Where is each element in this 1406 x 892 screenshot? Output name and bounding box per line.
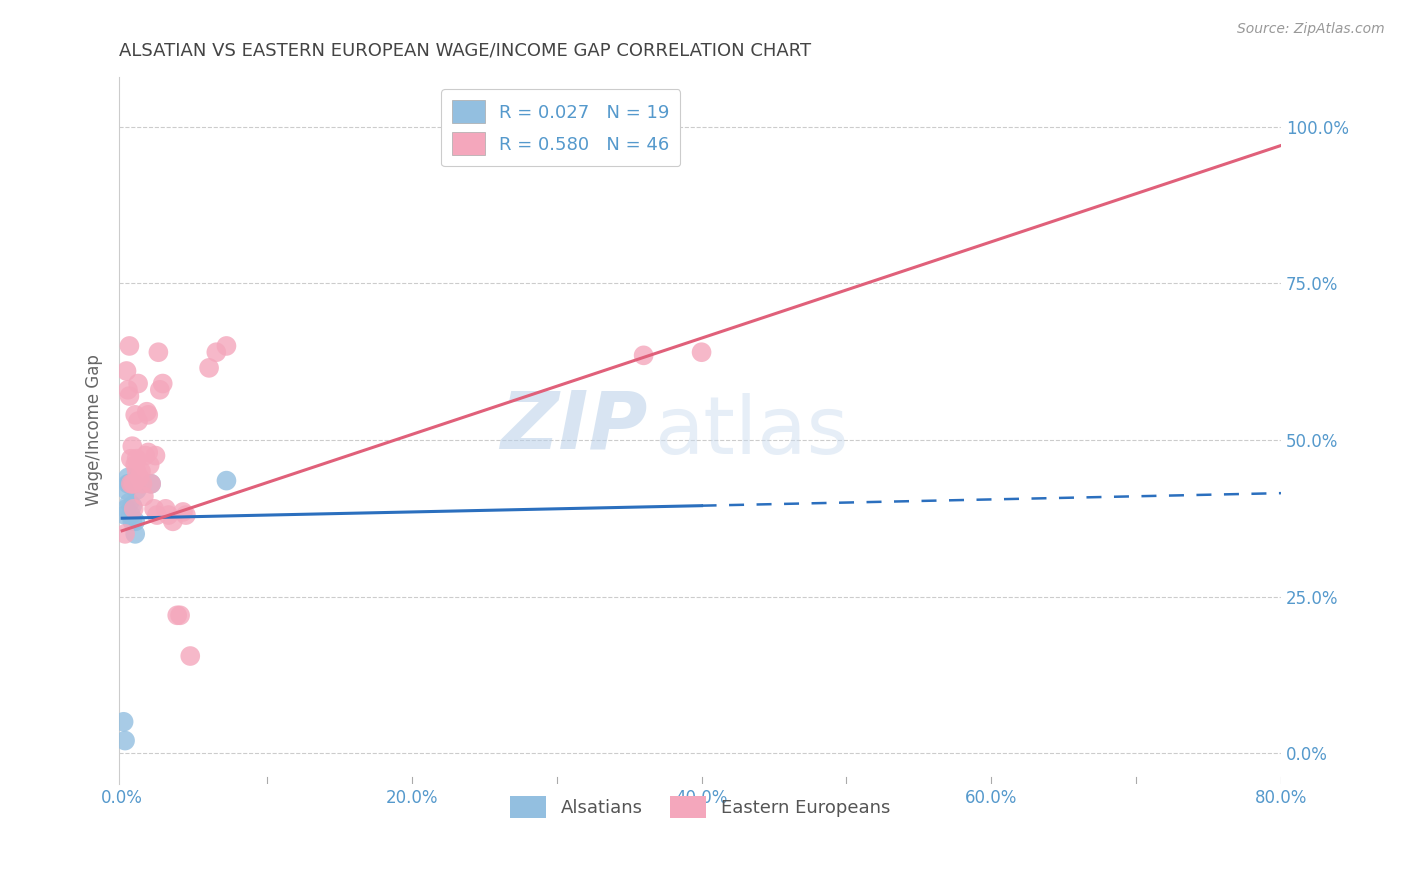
Point xyxy=(633,348,655,362)
Text: Source: ZipAtlas.com: Source: ZipAtlas.com xyxy=(1237,22,1385,37)
Point xyxy=(120,476,142,491)
Point xyxy=(155,501,177,516)
Point xyxy=(139,476,162,491)
Point xyxy=(125,464,148,478)
Text: ALSATIAN VS EASTERN EUROPEAN WAGE/INCOME GAP CORRELATION CHART: ALSATIAN VS EASTERN EUROPEAN WAGE/INCOME… xyxy=(120,42,811,60)
Point xyxy=(124,527,146,541)
Point xyxy=(172,505,194,519)
Point xyxy=(121,476,143,491)
Point xyxy=(118,495,141,509)
Point xyxy=(162,514,184,528)
Point xyxy=(169,608,191,623)
Point xyxy=(134,449,156,463)
Point xyxy=(117,476,139,491)
Point xyxy=(143,501,166,516)
Point xyxy=(127,414,149,428)
Point xyxy=(114,508,136,522)
Point xyxy=(120,451,142,466)
Point xyxy=(139,476,162,491)
Point xyxy=(125,483,148,497)
Point xyxy=(124,408,146,422)
Point xyxy=(136,445,159,459)
Point xyxy=(120,476,142,491)
Point xyxy=(145,449,167,463)
Point xyxy=(128,470,150,484)
Point xyxy=(115,364,138,378)
Point xyxy=(122,476,145,491)
Point xyxy=(121,439,143,453)
Point xyxy=(215,474,238,488)
Point xyxy=(132,489,155,503)
Legend: Alsatians, Eastern Europeans: Alsatians, Eastern Europeans xyxy=(503,789,897,825)
Point xyxy=(166,608,188,623)
Point xyxy=(146,508,169,522)
Point xyxy=(120,508,142,522)
Point xyxy=(118,339,141,353)
Point xyxy=(122,501,145,516)
Point xyxy=(152,376,174,391)
Point xyxy=(124,514,146,528)
Point xyxy=(135,405,157,419)
Point xyxy=(131,476,153,491)
Point xyxy=(690,345,713,359)
Point xyxy=(198,360,221,375)
Point xyxy=(121,514,143,528)
Point xyxy=(148,345,170,359)
Point xyxy=(117,470,139,484)
Text: atlas: atlas xyxy=(654,393,848,471)
Point xyxy=(157,508,180,522)
Point xyxy=(115,501,138,516)
Point xyxy=(115,483,138,497)
Point xyxy=(174,508,197,522)
Point xyxy=(205,345,228,359)
Point xyxy=(121,499,143,513)
Point xyxy=(125,451,148,466)
Point xyxy=(149,383,172,397)
Point xyxy=(118,476,141,491)
Point xyxy=(136,408,159,422)
Point xyxy=(138,458,160,472)
Point xyxy=(114,527,136,541)
Text: ZIP: ZIP xyxy=(501,388,648,466)
Point xyxy=(114,733,136,747)
Point xyxy=(127,376,149,391)
Point xyxy=(124,458,146,472)
Point xyxy=(117,383,139,397)
Y-axis label: Wage/Income Gap: Wage/Income Gap xyxy=(86,355,103,507)
Point xyxy=(118,389,141,403)
Point xyxy=(122,476,145,491)
Point xyxy=(179,648,201,663)
Point xyxy=(215,339,238,353)
Point xyxy=(112,714,135,729)
Point xyxy=(129,464,152,478)
